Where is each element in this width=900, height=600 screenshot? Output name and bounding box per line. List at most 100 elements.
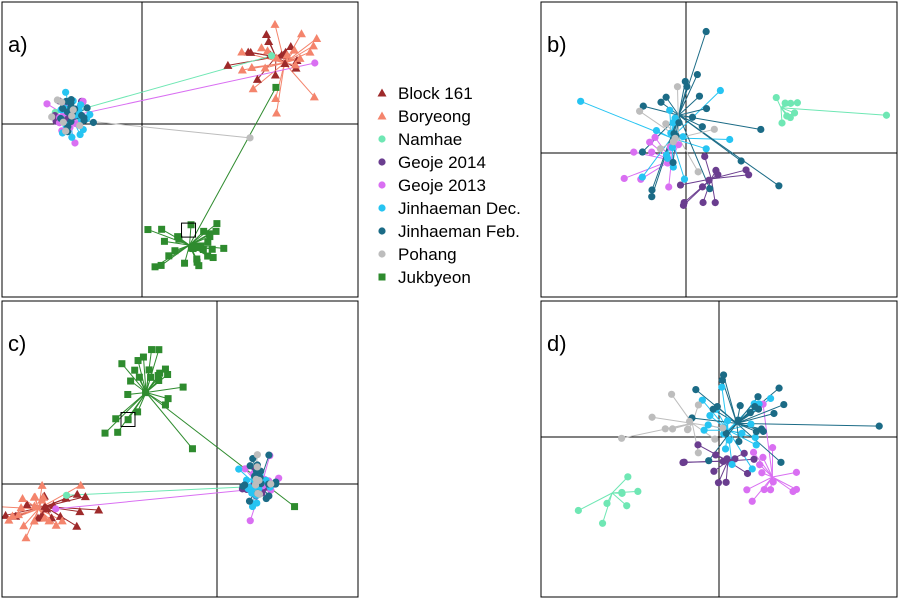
data-point xyxy=(790,109,799,117)
spider-line xyxy=(772,476,794,492)
data-point xyxy=(787,99,795,107)
data-point xyxy=(623,502,631,510)
spider-line xyxy=(69,118,251,139)
data-point xyxy=(747,420,755,428)
data-point xyxy=(246,462,254,470)
data-point xyxy=(142,389,150,397)
data-point xyxy=(212,227,220,235)
spider-line xyxy=(678,114,703,128)
data-point xyxy=(698,396,706,404)
data-point xyxy=(72,521,82,530)
data-point xyxy=(648,193,656,201)
data-point xyxy=(757,125,765,134)
spider-line xyxy=(145,369,150,393)
points xyxy=(43,19,322,271)
spider-line xyxy=(160,244,190,266)
legend-item: Boryeong xyxy=(377,107,471,126)
data-point xyxy=(680,175,689,183)
data-point xyxy=(663,154,672,162)
spider-line xyxy=(746,476,773,491)
data-point xyxy=(40,513,50,522)
data-point xyxy=(208,245,216,253)
data-point xyxy=(769,478,777,486)
points xyxy=(2,346,299,542)
data-point xyxy=(754,393,762,401)
spider-line xyxy=(643,105,679,116)
data-point xyxy=(245,497,254,505)
data-point xyxy=(145,366,153,374)
data-point xyxy=(2,510,11,519)
data-point xyxy=(702,104,711,113)
data-point xyxy=(638,148,647,156)
panel-label: d) xyxy=(547,331,567,356)
data-point xyxy=(694,449,702,457)
data-point xyxy=(702,145,710,153)
spider-line xyxy=(772,476,797,490)
data-point xyxy=(237,47,247,56)
data-point xyxy=(204,238,212,246)
spider-line xyxy=(678,95,700,116)
data-point xyxy=(248,502,257,511)
data-point xyxy=(725,436,733,444)
data-point xyxy=(264,36,274,45)
data-point xyxy=(676,181,685,189)
data-point xyxy=(171,247,179,255)
data-point xyxy=(280,58,290,67)
panel-a: a) xyxy=(1,1,359,298)
data-point xyxy=(175,235,183,243)
data-point xyxy=(701,152,709,161)
data-point xyxy=(759,427,767,435)
data-point xyxy=(737,157,745,165)
legend-label: Pohang xyxy=(398,245,457,264)
data-point xyxy=(86,110,94,119)
data-point xyxy=(780,400,788,409)
data-point xyxy=(67,95,75,104)
data-point xyxy=(77,101,85,109)
data-point xyxy=(710,125,718,133)
data-point xyxy=(199,245,207,253)
outlier-point xyxy=(291,503,299,511)
data-point xyxy=(188,445,196,453)
data-point xyxy=(131,366,139,374)
data-point xyxy=(756,461,764,469)
data-point xyxy=(692,386,700,394)
spider-line xyxy=(717,460,729,483)
data-point xyxy=(748,497,756,505)
data-point xyxy=(68,133,76,141)
data-point xyxy=(272,53,282,62)
data-point xyxy=(69,106,77,114)
spider-line xyxy=(578,492,613,511)
data-point xyxy=(706,185,714,193)
data-point xyxy=(157,261,165,269)
spider-line xyxy=(145,386,184,393)
data-point xyxy=(702,27,710,36)
data-point xyxy=(772,93,780,102)
data-point xyxy=(666,106,674,114)
data-point xyxy=(694,401,703,409)
data-point xyxy=(767,394,775,403)
highlight-box xyxy=(120,412,136,427)
data-point xyxy=(271,93,281,102)
data-point xyxy=(197,242,205,250)
legend-label: Jukbyeon xyxy=(398,268,471,287)
legend: Block 161 Boryeong Namhae Geoje 2014 Geoje 2… xyxy=(377,84,521,287)
data-point xyxy=(48,113,56,121)
data-point xyxy=(204,252,212,260)
data-point xyxy=(673,83,682,91)
spider-line xyxy=(44,493,78,508)
data-point xyxy=(714,171,722,179)
spider-line xyxy=(678,114,780,187)
data-point xyxy=(752,441,760,449)
data-point xyxy=(698,183,707,191)
plot-area xyxy=(2,301,358,597)
data-point xyxy=(51,520,61,529)
data-point xyxy=(89,118,97,127)
data-point xyxy=(200,227,208,235)
data-point xyxy=(688,113,697,121)
data-point xyxy=(78,111,86,120)
data-point xyxy=(657,98,665,106)
legend-item: Geoje 2013 xyxy=(378,176,486,195)
data-point xyxy=(743,469,752,478)
spider-line xyxy=(736,404,785,424)
data-point xyxy=(793,99,802,107)
